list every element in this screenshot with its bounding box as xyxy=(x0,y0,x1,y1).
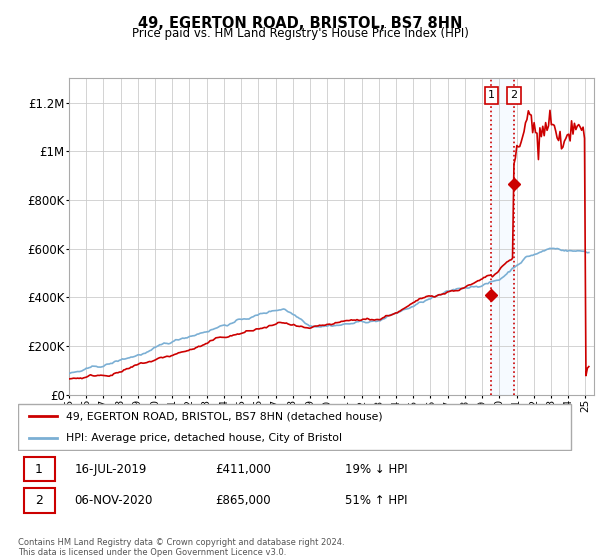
Text: £865,000: £865,000 xyxy=(215,494,271,507)
Text: Contains HM Land Registry data © Crown copyright and database right 2024.
This d: Contains HM Land Registry data © Crown c… xyxy=(18,538,344,557)
Text: 19% ↓ HPI: 19% ↓ HPI xyxy=(345,463,408,475)
Text: Price paid vs. HM Land Registry's House Price Index (HPI): Price paid vs. HM Land Registry's House … xyxy=(131,27,469,40)
Text: 49, EGERTON ROAD, BRISTOL, BS7 8HN: 49, EGERTON ROAD, BRISTOL, BS7 8HN xyxy=(138,16,462,31)
Text: 2: 2 xyxy=(35,494,43,507)
Bar xyxy=(23,488,55,513)
Text: 49, EGERTON ROAD, BRISTOL, BS7 8HN (detached house): 49, EGERTON ROAD, BRISTOL, BS7 8HN (deta… xyxy=(66,411,383,421)
Text: 06-NOV-2020: 06-NOV-2020 xyxy=(74,494,153,507)
Bar xyxy=(23,457,55,481)
Text: 16-JUL-2019: 16-JUL-2019 xyxy=(74,463,147,475)
FancyBboxPatch shape xyxy=(18,404,571,450)
Text: £411,000: £411,000 xyxy=(215,463,271,475)
Text: 1: 1 xyxy=(35,463,43,475)
Bar xyxy=(491,78,514,395)
Text: 2: 2 xyxy=(510,90,517,100)
Text: 51% ↑ HPI: 51% ↑ HPI xyxy=(345,494,407,507)
Text: HPI: Average price, detached house, City of Bristol: HPI: Average price, detached house, City… xyxy=(66,433,342,443)
Text: 1: 1 xyxy=(488,90,495,100)
